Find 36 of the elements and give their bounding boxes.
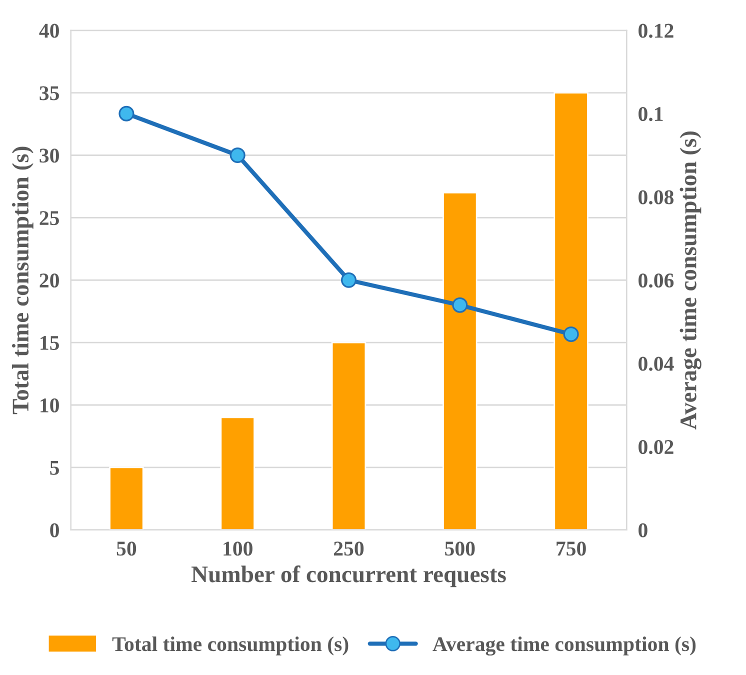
point — [230, 147, 246, 164]
y2-tick-label: 0.08 — [638, 190, 674, 204]
y-tick-label: 40 — [39, 24, 59, 38]
bar — [109, 466, 144, 530]
y2-axis-title: Average time consumption (s) — [680, 132, 702, 430]
y2-tick-label: 0.02 — [638, 440, 674, 454]
x-axis-title: Number of concurrent requests — [191, 565, 506, 588]
point — [118, 106, 134, 122]
y2-tick-label: 0.1 — [638, 107, 663, 122]
legend-label: Average time consumption (s) — [432, 636, 696, 656]
legend-label: Total time consumption (s) — [112, 636, 348, 656]
y-axis-title: Total time consumption (s) — [12, 146, 34, 414]
x-tick-label: 500 — [445, 542, 475, 556]
y-tick-label: 5 — [50, 461, 59, 475]
y-tick-label: 25 — [40, 211, 59, 226]
bar — [554, 92, 588, 530]
y-tick-label: 0 — [50, 523, 59, 538]
y-tick-label: 30 — [40, 148, 59, 163]
point — [563, 326, 579, 342]
x-tick-label: 250 — [334, 542, 364, 556]
x-tick-label: 750 — [556, 542, 586, 556]
x-tick-label: 50 — [116, 542, 136, 556]
bar — [331, 342, 366, 530]
y2-tick-label: 0.06 — [638, 274, 674, 288]
y-tick-label: 10 — [40, 398, 59, 412]
point — [340, 272, 357, 288]
x-tick-label: 100 — [224, 542, 252, 556]
y-tick-label: 20 — [40, 274, 59, 288]
point — [452, 297, 468, 313]
y2-tick-label: 0.12 — [638, 24, 674, 38]
y2-tick-label: 0 — [638, 523, 648, 538]
bar — [442, 192, 478, 530]
y-tick-label: 35 — [40, 86, 59, 100]
y-tick-label: 15 — [40, 336, 59, 350]
bar — [220, 416, 255, 530]
y2-tick-label: 0.04 — [638, 356, 674, 371]
